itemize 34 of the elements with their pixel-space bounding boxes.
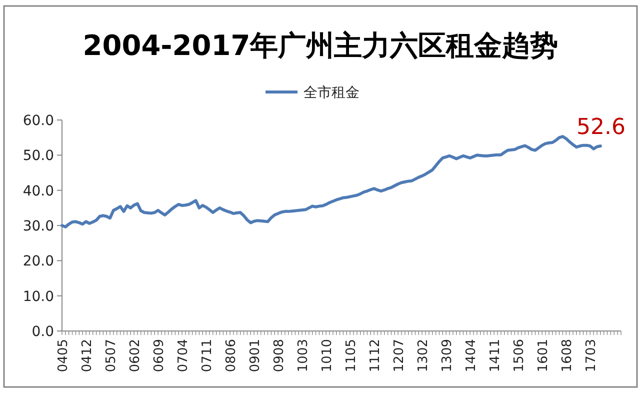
annotation: 52.6 bbox=[576, 115, 626, 140]
x-tick-label: 1105 bbox=[344, 339, 360, 372]
chart-title: 2004-2017年广州主力六区租金趋势 bbox=[82, 29, 558, 62]
x-tick-label: 0507 bbox=[104, 339, 120, 372]
x-tick-label: 1112 bbox=[368, 339, 384, 372]
x-tick-label: 0711 bbox=[200, 339, 216, 372]
y-tick-label: 40.0 bbox=[22, 183, 54, 200]
x-tick-label: 1302 bbox=[416, 339, 432, 372]
y-tick-label: 20.0 bbox=[22, 254, 54, 270]
x-tick-label: 1207 bbox=[392, 339, 408, 372]
x-tick-label: 1010 bbox=[320, 339, 336, 372]
x-tick-label: 1411 bbox=[488, 339, 504, 372]
x-tick-label: 1608 bbox=[560, 339, 576, 372]
x-tick-label: 1404 bbox=[464, 339, 480, 372]
x-tick-label: 1703 bbox=[584, 339, 600, 372]
y-tick-label: 0.0 bbox=[32, 324, 54, 340]
y-tick-label: 60.0 bbox=[22, 113, 54, 129]
y-tick-label: 50.0 bbox=[22, 148, 54, 164]
x-tick-label: 0602 bbox=[128, 339, 144, 372]
x-tick-label: 0609 bbox=[152, 339, 168, 372]
x-tick-label: 1003 bbox=[296, 339, 312, 372]
x-tick-label: 0901 bbox=[248, 339, 264, 372]
x-tick-label: 0405 bbox=[56, 339, 71, 372]
y-tick-label: 30.0 bbox=[22, 218, 54, 234]
x-tick-label: 0412 bbox=[80, 339, 96, 372]
x-tick-label: 0908 bbox=[272, 339, 288, 372]
legend-label: 全市租金 bbox=[304, 85, 360, 101]
y-tick-label: 10.0 bbox=[22, 288, 54, 305]
x-tick-label: 0806 bbox=[224, 339, 240, 372]
line-series bbox=[60, 135, 602, 228]
x-tick-label: 1601 bbox=[536, 339, 552, 372]
x-tick-label: 1506 bbox=[512, 339, 528, 372]
x-tick-label: 1309 bbox=[440, 339, 456, 372]
x-tick-label: 0704 bbox=[176, 339, 192, 372]
